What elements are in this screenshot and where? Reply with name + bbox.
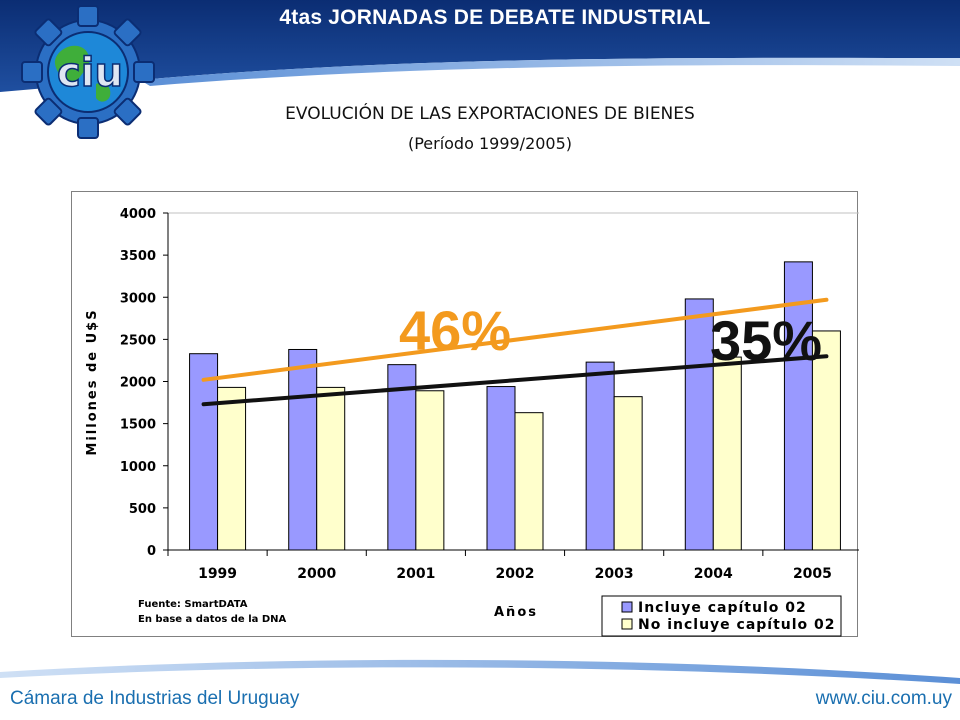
bar-no-incluye-2001 bbox=[415, 390, 445, 551]
footer-organization: Cámara de Industrias del Uruguay bbox=[10, 688, 300, 709]
trend-lines: 46% 35% bbox=[201, 297, 829, 407]
legend-swatch-no-incluye bbox=[621, 618, 633, 630]
chart-title: EVOLUCIÓN DE LAS EXPORTACIONES DE BIENES bbox=[285, 104, 695, 124]
bar-incluye-2000 bbox=[288, 348, 318, 551]
y-axis-label: Millones de U$S bbox=[85, 308, 100, 455]
bar-no-incluye-2004 bbox=[712, 356, 742, 551]
x-axis-label: Años bbox=[494, 605, 538, 620]
x-tick-label: 2001 bbox=[396, 566, 435, 582]
bar-no-incluye-2002 bbox=[514, 412, 544, 551]
bar-no-incluye-2005 bbox=[811, 330, 841, 551]
legend-swatch-incluye bbox=[621, 601, 633, 613]
footer-website-link[interactable]: www.ciu.com.uy bbox=[815, 688, 952, 709]
y-axis: 0 500 1000 1500 2000 2500 3000 3500 4000 bbox=[120, 207, 859, 559]
x-tick-label: 2004 bbox=[694, 566, 733, 582]
y-tick-label: 1500 bbox=[120, 418, 156, 433]
source-line-2: En base a datos de la DNA bbox=[138, 614, 287, 625]
y-tick-label: 2500 bbox=[120, 333, 156, 348]
x-tick-label: 2002 bbox=[496, 566, 535, 582]
y-tick-label: 3500 bbox=[120, 249, 156, 264]
header-band bbox=[0, 0, 960, 92]
trend-label-incluye: 46% bbox=[399, 299, 511, 362]
y-tick-label: 1000 bbox=[120, 460, 156, 475]
header-title: 4tas JORNADAS DE DEBATE INDUSTRIAL bbox=[279, 6, 711, 29]
y-tick-label: 3000 bbox=[120, 291, 156, 306]
trend-label-no-incluye: 35% bbox=[710, 309, 822, 372]
x-tick-label: 1999 bbox=[198, 566, 237, 582]
legend-label-incluye: Incluye capítulo 02 bbox=[638, 600, 807, 616]
logo-text: ciu bbox=[57, 50, 123, 96]
bars bbox=[189, 261, 841, 551]
bar-incluye-2005 bbox=[783, 261, 813, 551]
bar-no-incluye-2000 bbox=[316, 386, 346, 551]
bar-no-incluye-1999 bbox=[217, 386, 247, 551]
x-tick-label: 2003 bbox=[595, 566, 634, 582]
legend: Incluye capítulo 02 No incluye capítulo … bbox=[601, 595, 842, 637]
chart-subtitle: (Período 1999/2005) bbox=[407, 134, 573, 153]
bar-no-incluye-2003 bbox=[613, 396, 643, 551]
x-axis: 1999 2000 2001 2002 2003 2004 2005 bbox=[167, 549, 859, 582]
bar-incluye-2001 bbox=[387, 364, 417, 551]
bar-chart: 0 500 1000 1500 2000 2500 3000 3500 4000 1999 200… bbox=[85, 207, 859, 637]
ciu-logo: ciu bbox=[21, 5, 155, 139]
legend-label-no-incluye: No incluye capítulo 02 bbox=[638, 617, 836, 633]
bar-incluye-1999 bbox=[189, 353, 219, 551]
y-tick-label: 500 bbox=[129, 502, 156, 517]
y-tick-label: 0 bbox=[147, 544, 156, 559]
bar-incluye-2002 bbox=[486, 386, 516, 551]
x-tick-label: 2000 bbox=[297, 566, 336, 582]
trend-line-incluye bbox=[201, 297, 829, 382]
source-line-1: Fuente: SmartDATA bbox=[138, 599, 248, 610]
chart-area: 0 500 1000 1500 2000 2500 3000 3500 4000 1999 200… bbox=[71, 191, 859, 637]
x-tick-label: 2005 bbox=[793, 566, 832, 582]
bar-incluye-2003 bbox=[585, 361, 615, 551]
y-tick-label: 2000 bbox=[120, 376, 156, 391]
legend-box bbox=[601, 595, 842, 637]
y-tick-label: 4000 bbox=[120, 207, 156, 222]
footer-band bbox=[0, 659, 960, 684]
trend-line-no-incluye bbox=[201, 354, 829, 407]
